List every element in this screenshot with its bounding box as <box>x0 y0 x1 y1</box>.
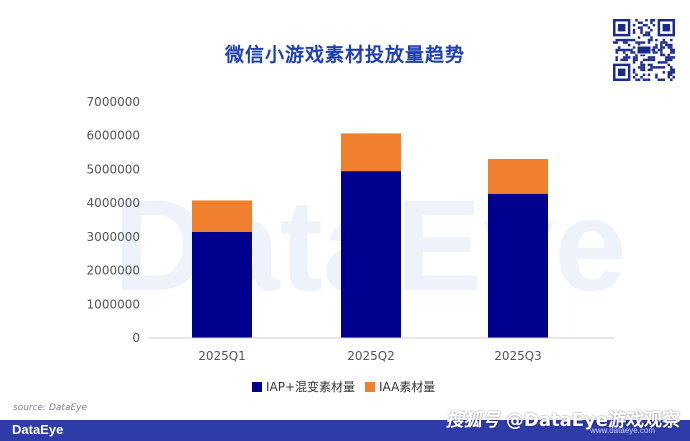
x-tick-label: 2025Q2 <box>347 349 395 363</box>
y-tick-label: 2000000 <box>87 264 140 278</box>
legend-swatch <box>252 382 262 392</box>
x-tick-label: 2025Q1 <box>198 349 246 363</box>
bar-iap-2025Q3 <box>488 193 548 338</box>
qr-code-icon <box>613 19 675 81</box>
y-tick-label: 7000000 <box>87 95 140 109</box>
x-tick-label: 2025Q3 <box>494 349 542 363</box>
y-tick-label: 4000000 <box>87 196 140 210</box>
y-axis-ticks: 0 1000000 2000000 3000000 4000000 5000000 6000… <box>87 95 140 345</box>
footer-brand-logo: DataEye <box>12 422 64 437</box>
bar-iaa-2025Q1 <box>192 200 252 232</box>
bar-iaa-2025Q2 <box>341 133 401 172</box>
bar-iaa-2025Q3 <box>488 158 548 194</box>
x-axis-ticks: 2025Q1 2025Q2 2025Q3 <box>198 349 542 363</box>
footer-bar: DataEye www.dataeye.com <box>0 420 690 441</box>
watermark: 搜狐号 @DataEye游戏观察 <box>446 406 680 432</box>
legend-label: IAP+混变素材量 <box>266 379 355 394</box>
chart-title: 微信小游戏素材投放量趋势 <box>224 44 465 66</box>
watermark-logo: 搜狐号 <box>445 410 500 431</box>
y-tick-label: 5000000 <box>87 162 140 176</box>
legend-swatch <box>365 382 375 392</box>
bar-iap-2025Q2 <box>341 171 401 338</box>
legend-label: IAA素材量 <box>379 380 435 394</box>
source-note: source: DataEye <box>13 403 88 413</box>
y-tick-label: 6000000 <box>87 129 140 143</box>
stacked-bar-chart: DataEye 01000000200000030000004000000500… <box>87 95 627 394</box>
watermark-text: @DataEye游戏观察 <box>505 410 680 431</box>
footer-site-url: www.dataeye.com <box>590 426 655 435</box>
y-tick-label: 1000000 <box>87 297 140 311</box>
legend: IAP+混变素材量 IAA素材量 <box>252 379 435 394</box>
y-tick-label: 3000000 <box>87 230 140 244</box>
y-tick-label: 0 <box>132 331 140 345</box>
bar-iap-2025Q1 <box>192 231 252 338</box>
bar-group <box>192 133 548 338</box>
